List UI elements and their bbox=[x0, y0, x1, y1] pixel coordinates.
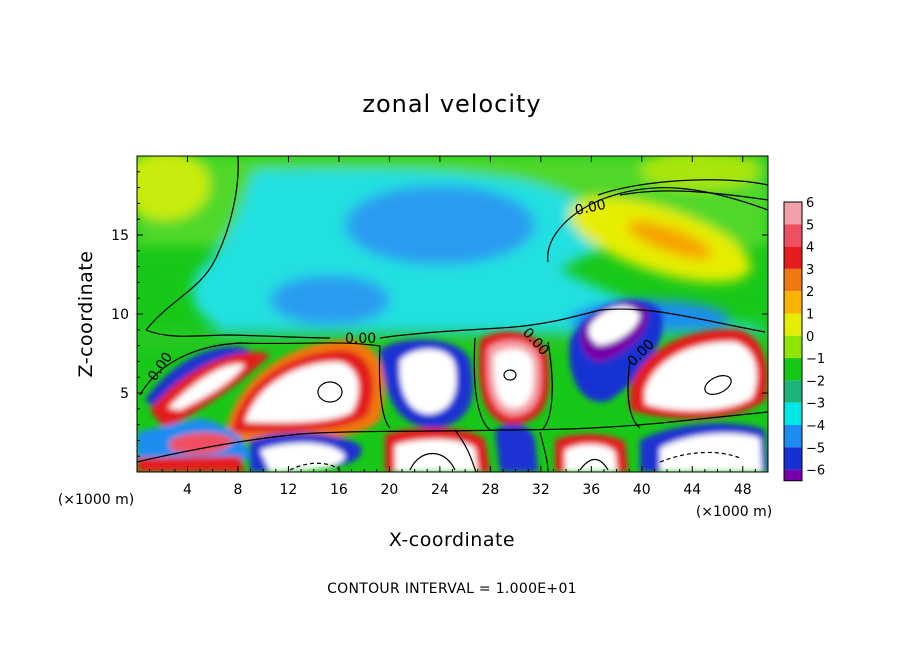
colorbar-label: 6 bbox=[806, 196, 814, 211]
contour-line bbox=[379, 308, 766, 339]
colorbar-swatch bbox=[784, 313, 802, 336]
velocity-field bbox=[137, 156, 768, 350]
colorbar-swatch bbox=[784, 447, 802, 470]
contour-line bbox=[409, 453, 456, 471]
velocity-cells bbox=[137, 300, 768, 472]
colorbar-label: 1 bbox=[806, 308, 814, 323]
contour-line bbox=[289, 462, 341, 471]
cell-red-lowleft bbox=[170, 432, 235, 455]
x-tick-label: 28 bbox=[481, 482, 499, 498]
field-patch-blue-mid bbox=[270, 275, 390, 325]
colorbar-swatch bbox=[784, 425, 802, 448]
colorbar-swatch bbox=[784, 291, 802, 314]
contour-label: 0.00 bbox=[574, 197, 608, 219]
contour-line bbox=[503, 369, 517, 381]
cell-g-blue bbox=[495, 424, 538, 472]
contour-line bbox=[473, 337, 491, 431]
colorbar-swatch bbox=[784, 358, 802, 381]
x-tick-label: 8 bbox=[233, 482, 242, 498]
contour-lines bbox=[137, 156, 768, 472]
contour-line bbox=[547, 187, 768, 263]
x-axis-unit: (×1000 m) bbox=[696, 504, 772, 520]
colorbar: 6 5 4 3 2 1 0 −1 −2 −3 −4 −5 −6 bbox=[783, 196, 825, 482]
x-tick-label: 4 bbox=[183, 482, 192, 498]
colorbar-swatch bbox=[784, 402, 802, 425]
x-tick-label: 24 bbox=[431, 482, 449, 498]
y-axis: 5 10 15 bbox=[111, 171, 768, 457]
colorbar-label: 5 bbox=[806, 218, 814, 233]
cell-f-white bbox=[395, 439, 478, 472]
y-tick-label: 10 bbox=[111, 307, 129, 323]
colorbar-swatch bbox=[784, 268, 802, 292]
x-tick-label: 20 bbox=[380, 482, 398, 498]
colorbar-label: 3 bbox=[806, 263, 814, 278]
cell-e-white bbox=[645, 341, 757, 411]
colorbar-label: −1 bbox=[806, 352, 825, 367]
field-patch-orange-jet bbox=[627, 220, 713, 260]
contour-line bbox=[454, 429, 477, 472]
contour-line bbox=[378, 345, 391, 429]
contour-interval-note: CONTOUR INTERVAL = 1.000E+01 bbox=[327, 581, 577, 597]
colorbar-swatch bbox=[784, 202, 802, 225]
x-tick-label: 36 bbox=[582, 482, 600, 498]
field-patch-yellow-topleft bbox=[137, 156, 210, 220]
colorbar-label: −6 bbox=[806, 464, 825, 479]
colorbar-label: −2 bbox=[806, 374, 825, 389]
contour-line bbox=[137, 411, 768, 463]
colorbar-label: 2 bbox=[806, 285, 814, 300]
colorbar-swatch bbox=[784, 469, 802, 481]
contour-line bbox=[579, 458, 609, 471]
cell-a-white bbox=[245, 361, 359, 423]
x-tick-label: 16 bbox=[330, 482, 348, 498]
chart-title: zonal velocity bbox=[362, 90, 541, 118]
contour-line bbox=[539, 431, 549, 472]
y-tick-label: 15 bbox=[111, 228, 129, 244]
contour-line bbox=[704, 375, 732, 395]
y-axis-title: Z-coordinate bbox=[75, 251, 97, 378]
colorbar-swatch bbox=[784, 380, 802, 403]
colorbar-swatch bbox=[784, 335, 802, 359]
colorbar-frame bbox=[783, 201, 803, 482]
cell-white-bottom bbox=[260, 443, 345, 472]
x-tick-label: 48 bbox=[734, 482, 752, 498]
contour-line bbox=[659, 451, 741, 463]
contour-line bbox=[541, 341, 553, 431]
field-patch-blue-upper bbox=[345, 185, 535, 265]
cell-b-white bbox=[399, 349, 457, 414]
colorbar-label: −4 bbox=[806, 419, 825, 434]
contour-line bbox=[145, 329, 331, 339]
contour-line bbox=[317, 381, 343, 403]
colorbar-label: 0 bbox=[806, 330, 814, 345]
x-axis: 4 8 12 16 20 24 28 32 36 40 44 48 bbox=[149, 156, 756, 498]
contour-label: 0.00 bbox=[345, 331, 376, 347]
colorbar-label: −3 bbox=[806, 397, 825, 412]
contour-line bbox=[619, 190, 768, 201]
contour-line bbox=[139, 342, 381, 396]
cell-red-bottom bbox=[137, 456, 245, 472]
plot-area: 0.00 0.00 0.00 0.00 0.00 bbox=[137, 156, 768, 472]
x-tick-label: 32 bbox=[532, 482, 550, 498]
x-tick-label: 44 bbox=[683, 482, 701, 498]
contour-line bbox=[597, 179, 768, 196]
colorbar-swatch bbox=[784, 224, 802, 247]
cell-left-white bbox=[168, 364, 245, 410]
y-tick-label: 5 bbox=[120, 386, 129, 402]
colorbar-label: 4 bbox=[806, 241, 814, 256]
colorbar-label: −5 bbox=[806, 441, 825, 456]
cell-d-white bbox=[588, 306, 640, 345]
x-tick-label: 12 bbox=[280, 482, 298, 498]
x-tick-label: 40 bbox=[633, 482, 651, 498]
contour-line bbox=[145, 156, 239, 331]
colorbar-swatch bbox=[784, 246, 802, 269]
y-axis-unit: (×1000 m) bbox=[58, 492, 134, 508]
x-axis-title: X-coordinate bbox=[389, 529, 515, 551]
